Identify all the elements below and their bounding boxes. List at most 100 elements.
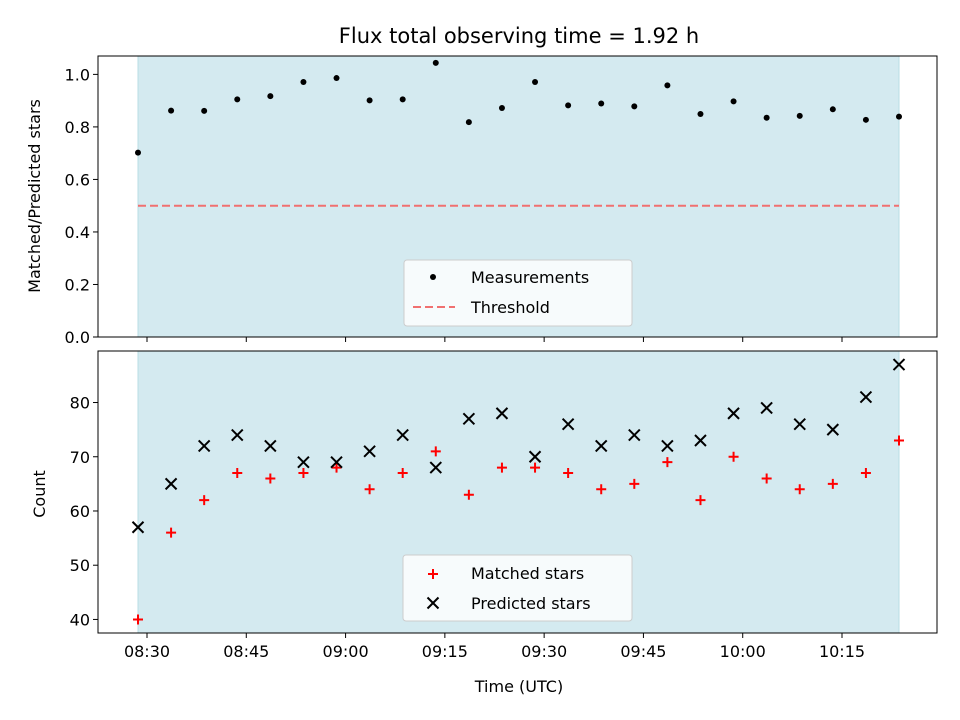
measurement-point [730,98,737,105]
count-ytick-label: 70 [70,448,90,467]
matched-star-point [894,435,904,446]
measurement-point [333,75,340,82]
legend-threshold-label: Threshold [470,298,550,317]
measurement-point [465,119,472,126]
legend-matched-marker [428,569,438,579]
measurement-point [366,97,373,104]
predicted-star-point [793,418,806,431]
predicted-star-point [264,439,277,453]
matched-star-point [596,484,607,495]
ratio-y-axis-label: Matched/Predicted stars [25,99,44,293]
measurement-point [168,107,175,114]
measurement-point [135,149,141,156]
count-xtick-label: 08:30 [124,642,170,661]
matched-star-point [860,468,871,479]
ratio-ytick-label: 0.0 [65,328,90,347]
count-panel: 40 50 60 70 80 08:30 08:45 09:00 09:15 09:30 09:45… [70,350,938,661]
predicted-star-point [429,461,442,474]
legend-predicted-marker [426,596,440,610]
matched-star-point [563,468,574,479]
ratio-ytick-label: 0.8 [65,118,90,137]
matched-star-point [133,614,143,625]
predicted-star-point [363,445,376,458]
predicted-star-point [727,407,740,420]
ratio-legend-box [403,259,633,327]
predicted-star-point [462,412,476,425]
predicted-star-point [859,390,873,404]
measurement-point [796,112,803,119]
measurement-point [862,116,869,123]
ratio-axes-frame [97,55,938,338]
ratio-ytick-label: 0.6 [65,170,90,189]
legend-predicted-label: Predicted stars [471,594,591,613]
matched-star-point [496,462,507,473]
matched-star-point [166,527,177,538]
count-xtick-label: 09:45 [620,642,666,661]
measurement-point [896,113,902,120]
matched-star-point [430,446,441,457]
measurement-point [697,111,704,118]
matched-star-point [199,495,210,506]
matched-star-point [265,473,276,484]
matched-star-point [463,489,474,500]
ratio-panel: 0.0 0.2 0.4 0.6 0.8 1.0 Measurements Threshold [65,55,938,347]
predicted-star-point [164,477,178,491]
measurement-point [267,93,274,100]
predicted-star-point [528,450,542,463]
matched-star-point [695,495,706,506]
count-xtick-label: 09:30 [521,642,567,661]
legend-measurements-marker [430,274,436,280]
ratio-legend: Measurements Threshold [403,259,633,327]
count-xtick-label: 09:00 [323,642,369,661]
matched-star-point [728,451,739,462]
measurement-point [631,103,638,110]
measurement-point [399,96,406,103]
measurement-point [829,106,836,113]
predicted-star-point [561,418,575,431]
predicted-star-point [396,428,409,442]
predicted-star-point [628,428,641,442]
measurement-point [598,100,605,107]
predicted-star-point [694,434,707,447]
ratio-ytick-label: 0.2 [65,275,90,294]
count-y-axis-label: Count [30,470,49,518]
matched-star-point [827,478,838,489]
predicted-star-point [330,455,343,469]
measurement-point [565,102,572,109]
count-ytick-label: 40 [70,610,90,629]
chart-title: Flux total observing time = 1.92 h [339,24,699,48]
measurement-point [234,96,241,103]
predicted-star-point [231,428,244,442]
measurement-point [201,107,208,114]
predicted-star-point [595,439,608,453]
matched-star-point [232,468,243,479]
x-axis-label: Time (UTC) [474,677,563,696]
measurement-point [432,59,439,66]
count-ytick-label: 50 [70,556,90,575]
matched-star-point [397,468,408,479]
predicted-star-point [197,439,211,453]
predicted-star-point [297,455,310,469]
measurement-point [498,104,505,111]
matched-star-point [331,462,342,473]
matched-star-point [629,478,640,489]
count-legend: Matched stars Predicted stars [402,554,633,622]
legend-matched-label: Matched stars [471,564,584,583]
count-ytick-label: 60 [70,502,90,521]
predicted-star-point [661,439,674,453]
matched-star-point [298,468,309,479]
matched-star-point [761,473,772,484]
count-axes-frame [97,350,938,634]
predicted-star-point [760,401,773,415]
count-xtick-label: 08:45 [223,642,269,661]
predicted-star-point [892,358,906,371]
matched-star-point [794,484,805,495]
measurement-point [300,78,307,85]
matched-star-point [530,462,541,473]
measurement-point [664,82,671,89]
ratio-ytick-label: 0.4 [65,223,90,242]
count-xtick-label: 10:00 [720,642,766,661]
predicted-star-point [495,407,509,420]
measurement-point [763,114,770,121]
